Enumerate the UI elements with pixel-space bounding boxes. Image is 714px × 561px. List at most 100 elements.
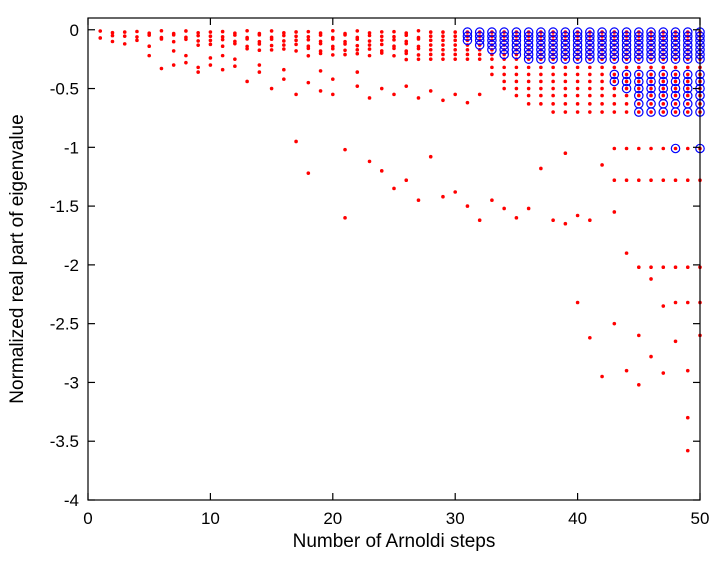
- converged-eigenvalues-marker: [572, 40, 583, 50]
- converged-eigenvalues-marker: [682, 49, 693, 60]
- ritz-values-marker: [673, 72, 678, 77]
- ritz-values-marker: [257, 48, 262, 53]
- converged-eigenvalues-marker: [536, 35, 546, 46]
- ritz-values-marker: [526, 93, 531, 98]
- ritz-values-marker: [453, 57, 458, 61]
- converged-eigenvalues-marker: [511, 35, 522, 46]
- ritz-values-marker: [208, 56, 213, 60]
- ritz-values-marker: [184, 29, 188, 33]
- converged-eigenvalues-marker: [658, 35, 669, 46]
- converged-eigenvalues-marker: [621, 54, 632, 64]
- converged-eigenvalues-marker: [499, 35, 509, 46]
- converged-eigenvalues-marker: [487, 40, 497, 50]
- x-tick-label: 0: [83, 509, 92, 528]
- ritz-values-marker: [661, 304, 666, 308]
- converged-eigenvalues-marker: [621, 76, 632, 87]
- ritz-values-marker: [588, 218, 592, 223]
- ritz-values-marker: [624, 93, 629, 98]
- ritz-values-marker: [588, 65, 592, 70]
- converged-eigenvalues-marker: [462, 31, 473, 42]
- ritz-values-marker: [196, 33, 200, 38]
- x-tick-label: 10: [201, 509, 220, 528]
- ritz-values-marker: [685, 65, 690, 70]
- ritz-values-marker: [184, 37, 188, 42]
- ritz-values-marker: [245, 46, 249, 51]
- converged-eigenvalues-marker: [646, 107, 656, 117]
- ritz-values-marker: [220, 29, 225, 34]
- converged-eigenvalues-marker: [523, 49, 534, 60]
- ritz-values-marker: [637, 265, 641, 270]
- ritz-values-marker: [588, 72, 592, 77]
- ritz-values-marker: [220, 44, 225, 49]
- ritz-values-marker: [661, 93, 666, 98]
- ritz-values-marker: [612, 102, 617, 106]
- converged-eigenvalues-marker: [597, 44, 607, 55]
- ritz-values-marker: [294, 38, 298, 43]
- ritz-values-marker: [318, 33, 323, 37]
- ritz-values-marker: [428, 154, 433, 159]
- converged-eigenvalues-marker: [523, 40, 534, 50]
- ritz-values-marker: [685, 79, 690, 84]
- ritz-values-marker: [612, 110, 617, 114]
- ritz-values-marker: [367, 33, 372, 38]
- ritz-values-marker: [318, 41, 323, 46]
- ritz-values-marker: [453, 38, 458, 43]
- ritz-values-marker: [122, 42, 127, 46]
- ritz-values-marker: [245, 37, 249, 41]
- converged-eigenvalues-marker: [646, 49, 656, 60]
- ritz-values-marker: [600, 65, 604, 70]
- converged-eigenvalues-marker: [658, 107, 669, 117]
- ritz-values-marker: [269, 48, 274, 52]
- converged-eigenvalues-marker: [670, 69, 681, 80]
- ritz-values-marker: [661, 178, 666, 183]
- ritz-values-marker: [637, 178, 641, 183]
- converged-eigenvalues-marker: [658, 54, 669, 64]
- converged-eigenvalues-marker: [462, 35, 473, 46]
- ritz-values-marker: [343, 52, 347, 57]
- ritz-values-marker: [404, 51, 409, 56]
- ritz-values-marker: [208, 63, 213, 67]
- ritz-values-marker: [306, 37, 311, 42]
- ritz-values-marker: [453, 52, 458, 57]
- ritz-values-marker: [367, 31, 372, 35]
- ritz-values-marker: [331, 46, 335, 51]
- ritz-values-marker: [147, 53, 151, 58]
- ritz-values-marker: [220, 53, 225, 58]
- ritz-values-marker: [135, 35, 139, 39]
- ritz-values-marker: [245, 79, 249, 84]
- ritz-values-marker: [637, 72, 641, 77]
- ritz-values-marker: [135, 29, 139, 34]
- converged-eigenvalues-marker: [682, 69, 693, 80]
- ritz-values-marker: [343, 216, 347, 220]
- ritz-values-marker: [600, 79, 604, 84]
- ritz-values-marker: [367, 39, 372, 43]
- converged-eigenvalues-marker: [560, 44, 571, 55]
- ritz-values-marker: [502, 206, 506, 211]
- ritz-values-marker: [453, 43, 458, 47]
- ritz-values-marker: [416, 53, 421, 57]
- ritz-values-marker: [208, 38, 213, 43]
- ritz-values-marker: [367, 43, 372, 47]
- ritz-values-marker: [404, 57, 409, 62]
- ritz-values-marker: [196, 30, 200, 35]
- ritz-values-marker: [318, 69, 323, 73]
- y-tick-label: -2.5: [50, 315, 79, 334]
- ritz-values-marker: [184, 53, 188, 58]
- converged-eigenvalues-marker: [548, 35, 558, 46]
- ritz-values-marker: [343, 33, 347, 37]
- ritz-values-marker: [294, 34, 298, 39]
- ritz-values-marker: [392, 92, 396, 97]
- ritz-values-marker: [649, 277, 653, 281]
- converged-eigenvalues-marker: [633, 49, 644, 60]
- ritz-values-marker: [441, 98, 445, 103]
- ritz-values-marker: [649, 178, 653, 183]
- ritz-values-marker: [673, 86, 678, 91]
- ritz-values-marker: [147, 44, 151, 49]
- ritz-values-marker: [196, 39, 200, 43]
- converged-eigenvalues-marker: [633, 54, 644, 64]
- converged-eigenvalues-marker: [633, 83, 644, 94]
- ritz-values-marker: [441, 43, 445, 47]
- ritz-values-marker: [294, 92, 298, 97]
- converged-eigenvalues-marker: [511, 49, 522, 60]
